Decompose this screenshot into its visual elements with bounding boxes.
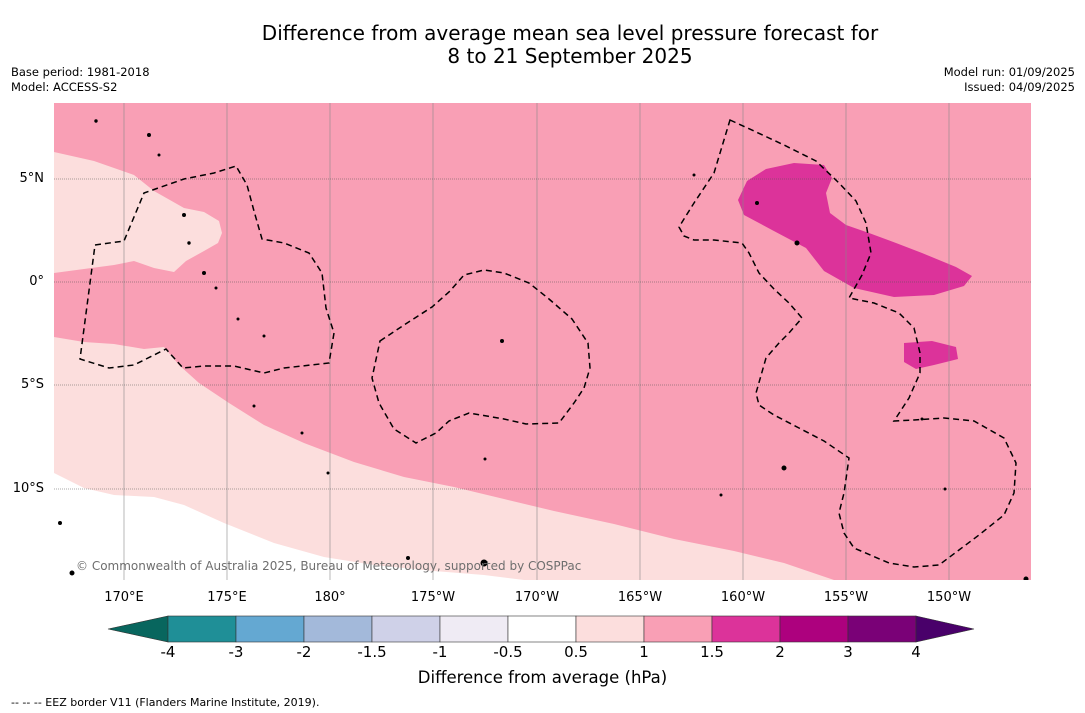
issued-date: Issued: 04/09/2025	[964, 79, 1075, 94]
anomaly-region-strong-1	[738, 163, 972, 297]
title-line-1: Difference from average mean sea level p…	[261, 21, 879, 45]
anomaly-region-neutral	[54, 473, 524, 580]
meta-left: Base period: 1981-2018 Model: ACCESS-S2	[11, 65, 150, 94]
anomaly-region-light-north	[54, 152, 222, 273]
copyright-notice: © Commonwealth of Australia 2025, Bureau…	[76, 559, 582, 573]
colorbar-segment	[779, 615, 849, 643]
anomaly-region-strong-2	[904, 341, 958, 369]
colorbar-label: Difference from average (hPa)	[417, 668, 668, 687]
graticule	[123, 103, 950, 580]
lon-label-170e: 170°E	[104, 590, 144, 605]
colorbar-tick-label: -1.5	[357, 643, 387, 661]
islands	[58, 119, 1029, 580]
colorbar-segment	[507, 615, 577, 643]
colorbar-tick-label: 1.5	[700, 643, 724, 661]
colorbar-segments	[107, 615, 975, 643]
lon-label-175w: 175°W	[410, 590, 456, 605]
eez-borders	[79, 118, 1017, 568]
colorbar-tick-label: -2	[296, 643, 312, 661]
colorbar-tick-label: -1	[432, 643, 448, 661]
colorbar-segment	[643, 615, 713, 643]
colorbar-tick-label: -0.5	[493, 643, 523, 661]
lon-label-155w: 155°W	[823, 590, 869, 605]
colorbar-segment	[711, 615, 781, 643]
title-line-2: 8 to 21 September 2025	[447, 44, 693, 68]
colorbar-tick-label: 4	[911, 643, 921, 661]
model-name: Model: ACCESS-S2	[11, 79, 118, 94]
latitude-lines	[54, 178, 1031, 490]
lat-label-0: 0°	[29, 274, 44, 289]
lon-label-175e: 175°E	[207, 590, 247, 605]
lon-label-160w: 160°W	[720, 590, 766, 605]
model-run: Model run: 01/09/2025	[943, 65, 1075, 79]
lon-label-165w: 165°W	[617, 590, 663, 605]
colorbar-segment	[303, 615, 373, 643]
anomaly-region-light-south	[54, 337, 834, 580]
eez-footnote: -- -- -- EEZ border V11 (Flanders Marine…	[11, 696, 320, 709]
colorbar-tick-label: 2	[775, 643, 785, 661]
colorbar-extend-high	[915, 615, 975, 643]
colorbar-segment	[235, 615, 305, 643]
colorbar-segment	[371, 615, 441, 643]
chart-title: Difference from average mean sea level p…	[0, 22, 1085, 68]
colorbar-tick-label: -4	[160, 643, 176, 661]
colorbar-tick-label: 1	[639, 643, 649, 661]
colorbar-segment	[847, 615, 917, 643]
pressure-anomaly-map[interactable]	[54, 103, 1031, 580]
base-period: Base period: 1981-2018	[11, 65, 150, 79]
lat-label-5s: 5°S	[20, 377, 44, 392]
colorbar-tick-label: 0.5	[564, 643, 588, 661]
colorbar-segment	[575, 615, 645, 643]
meta-right: Model run: 01/09/2025 Issued: 04/09/2025	[944, 65, 1075, 94]
lon-label-170w: 170°W	[514, 590, 560, 605]
colorbar-tick-label: 3	[843, 643, 853, 661]
colorbar-segment	[167, 615, 237, 643]
lon-label-150w: 150°W	[926, 590, 972, 605]
colorbar-segment	[439, 615, 509, 643]
map-svg	[54, 103, 1031, 580]
colorbar-svg	[107, 615, 975, 643]
lat-label-5n: 5°N	[19, 171, 45, 186]
colorbar-tick-label: -3	[228, 643, 244, 661]
colorbar	[106, 614, 978, 648]
lon-label-180: 180°	[314, 590, 346, 605]
lat-label-10s: 10°S	[12, 481, 44, 496]
colorbar-extend-low	[107, 615, 169, 643]
